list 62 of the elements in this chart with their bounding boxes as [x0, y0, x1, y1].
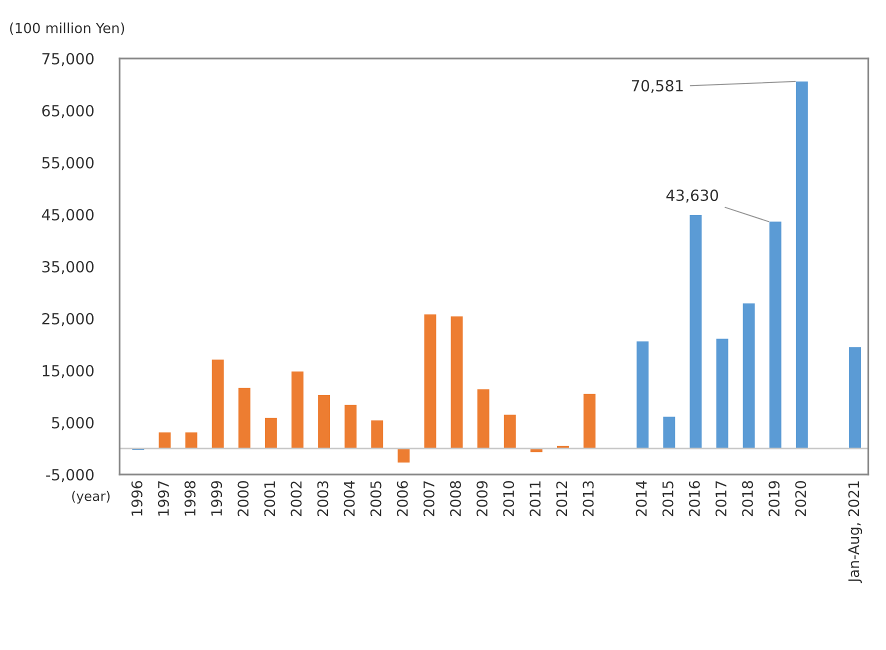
bar — [424, 314, 436, 448]
x-tick-label: 1996 — [131, 480, 142, 516]
x-tick-label: 2002 — [290, 482, 302, 516]
x-tick-label: 2011 — [530, 481, 541, 516]
x-tick-label: 2001 — [264, 481, 276, 516]
x-tick-label: 2013 — [582, 481, 594, 516]
y-tick-label: 35,000 — [42, 260, 94, 274]
bar — [371, 420, 384, 448]
x-tick-label: 2003 — [317, 481, 328, 516]
y-tick-label: 5,000 — [52, 416, 94, 430]
bar — [663, 416, 676, 448]
bar — [292, 372, 304, 448]
bar — [318, 394, 330, 448]
bar — [584, 394, 596, 448]
bar — [398, 448, 410, 463]
y-tick-label: 75,000 — [42, 52, 94, 66]
x-tick-label: 2005 — [370, 481, 382, 516]
x-tick-label: 2012 — [556, 482, 568, 516]
x-tick-label: 2009 — [476, 481, 488, 516]
x-tick-label: 2019 — [768, 481, 780, 516]
bar — [769, 222, 782, 448]
x-tick-label: 2015 — [662, 481, 674, 516]
x-tick-label: 2000 — [238, 481, 249, 516]
y-tick-label: 25,000 — [42, 312, 94, 326]
bar — [185, 432, 198, 448]
x-tick-label: 1998 — [184, 481, 196, 516]
x-axis-title: (year) — [72, 490, 110, 504]
x-tick-label: Jan-Aug, 2021 — [848, 481, 862, 584]
x-tick-label: 2007 — [423, 481, 434, 516]
data-label: 70,581 — [632, 80, 683, 94]
bar — [158, 432, 171, 448]
x-tick-label: 2008 — [450, 481, 462, 516]
bar — [504, 414, 516, 448]
bar — [450, 316, 463, 448]
bar — [344, 404, 357, 448]
bar — [238, 388, 250, 448]
x-tick-label: 2016 — [688, 480, 700, 516]
bar — [796, 81, 808, 448]
x-tick-label: 2017 — [715, 481, 726, 516]
y-tick-label: -5,000 — [46, 468, 94, 482]
y-tick-label: 65,000 — [42, 104, 94, 118]
y-tick-label: 45,000 — [42, 208, 94, 222]
bar — [264, 418, 277, 448]
bar — [212, 360, 224, 448]
x-tick-label: 1997 — [158, 481, 169, 516]
x-tick-label: 2006 — [396, 480, 408, 516]
x-tick-label: 2020 — [795, 481, 806, 516]
x-tick-label: 2004 — [344, 480, 355, 516]
y-tick-label: 55,000 — [42, 156, 94, 170]
data-label: 43,630 — [666, 190, 718, 203]
x-tick-label: 1999 — [211, 481, 222, 516]
x-tick-label: 2018 — [742, 481, 754, 516]
bar — [636, 341, 649, 448]
y-axis-title: (100 million Yen) — [10, 22, 124, 35]
bar — [716, 338, 728, 448]
bar — [742, 303, 755, 448]
bar — [849, 347, 861, 448]
x-tick-label: 2010 — [503, 481, 514, 516]
y-tick-label: 15,000 — [42, 364, 94, 378]
bar — [477, 389, 490, 448]
x-tick-label: 2014 — [636, 480, 647, 516]
bar — [690, 215, 702, 448]
